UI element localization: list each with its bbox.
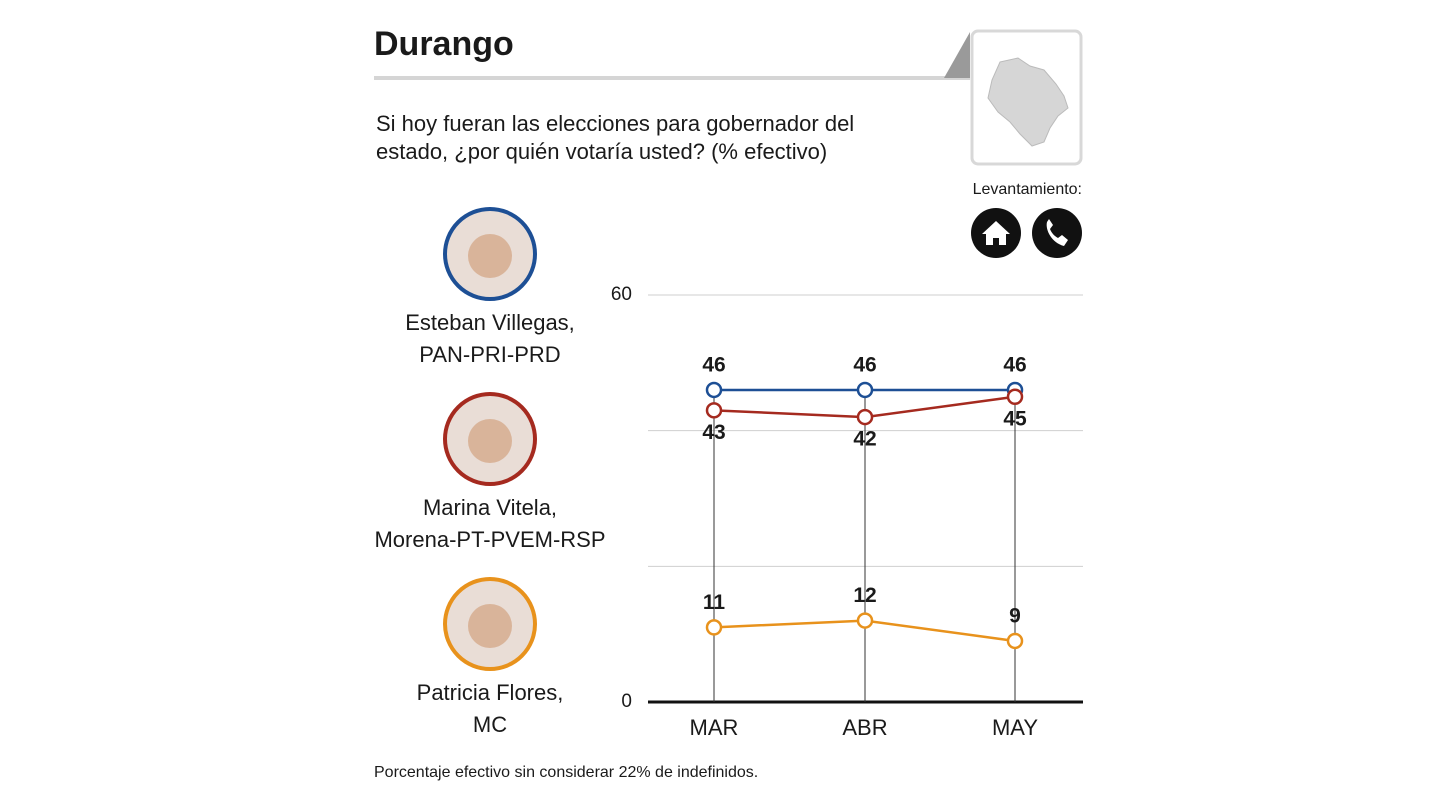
data-label: 12	[853, 584, 876, 607]
chart-title: Durango	[374, 25, 514, 63]
survey-label: Levantamiento:	[973, 181, 1082, 198]
data-label: 42	[853, 428, 876, 451]
data-label: 9	[1009, 604, 1021, 627]
phone-glyph	[1046, 219, 1068, 246]
legend-party: Morena-PT-PVEM-RSP	[374, 527, 605, 552]
point	[856, 408, 874, 426]
data-label: 46	[853, 354, 876, 377]
legend-party: PAN-PRI-PRD	[419, 342, 560, 367]
photo-face	[468, 234, 512, 278]
subtitle-line: estado, ¿por quién votaría usted? (% efe…	[376, 139, 827, 164]
point	[705, 619, 723, 636]
footnote: Porcentaje efectivo sin considerar 22% d…	[374, 764, 758, 781]
home-glyph	[982, 221, 1010, 245]
point	[856, 381, 874, 399]
corner-fold	[944, 32, 970, 78]
x-tick-label: MAR	[690, 715, 739, 740]
point	[856, 612, 874, 629]
phone-icon	[1032, 208, 1082, 258]
data-label: 45	[1003, 407, 1027, 430]
y-tick-label: 60	[611, 284, 632, 305]
data-label: 11	[703, 591, 726, 614]
legend-name: Esteban Villegas,	[405, 310, 575, 335]
y-tick-label: 0	[621, 691, 632, 712]
point	[705, 381, 723, 399]
point	[1006, 632, 1024, 650]
legend-name: Marina Vitela,	[423, 495, 557, 520]
x-tick-label: MAY	[992, 715, 1038, 740]
data-label: 46	[1003, 354, 1026, 377]
photo-face	[468, 604, 512, 648]
x-tick-label: ABR	[842, 715, 887, 740]
data-label: 43	[702, 421, 725, 444]
point	[705, 402, 723, 419]
photo-face	[468, 419, 512, 463]
data-label: 46	[702, 354, 725, 377]
legend-name: Patricia Flores,	[417, 680, 564, 705]
state-map	[987, 57, 1069, 147]
legend-party: MC	[473, 712, 507, 737]
point	[1006, 388, 1024, 405]
subtitle-line: Si hoy fueran las elecciones para gobern…	[376, 111, 854, 136]
